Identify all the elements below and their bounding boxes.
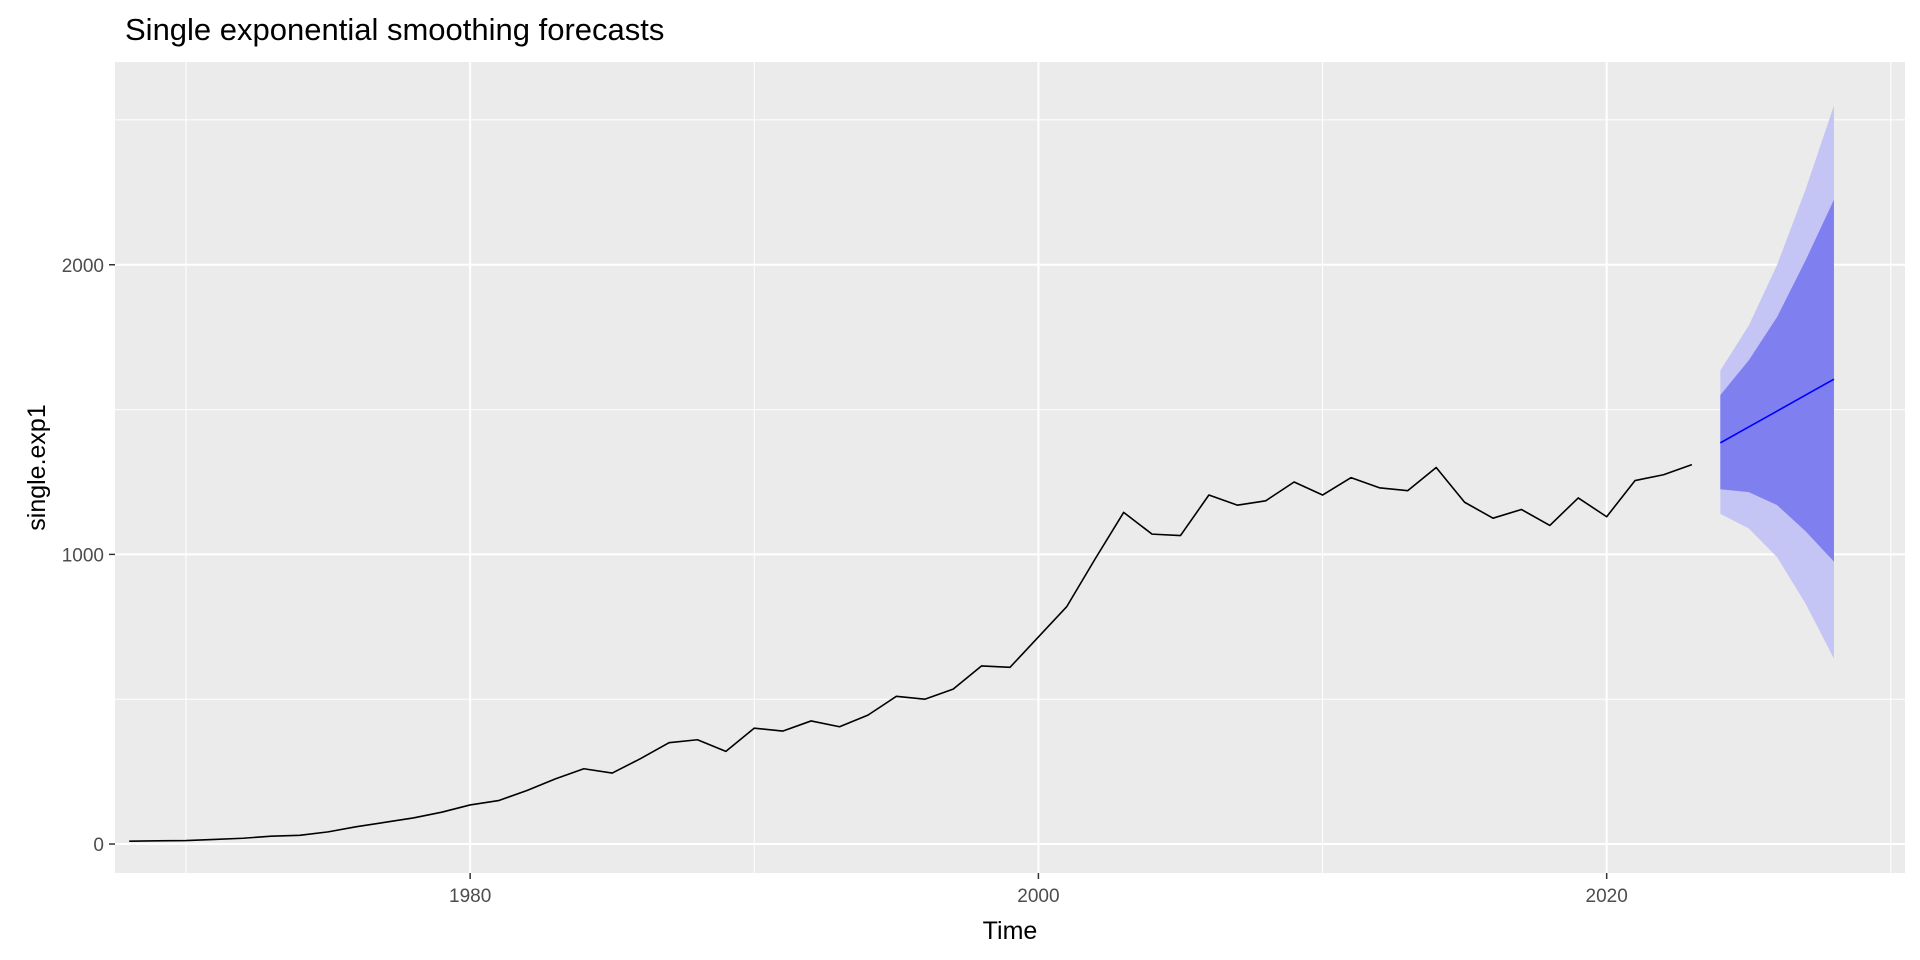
y-tick-label: 2000 bbox=[62, 256, 104, 277]
series-lines bbox=[129, 378, 1835, 842]
x-tick-label: 2020 bbox=[1586, 886, 1628, 907]
x-tick-label: 2000 bbox=[1017, 886, 1059, 907]
chart-title: Single exponential smoothing forecasts bbox=[125, 12, 664, 47]
x-axis-title: Time bbox=[983, 917, 1038, 945]
prediction-intervals bbox=[1720, 105, 1834, 659]
y-axis-title: single.exp1 bbox=[23, 404, 51, 530]
plot-panel bbox=[115, 62, 1905, 873]
forecast-mean-line bbox=[1719, 378, 1835, 444]
observed-series-line bbox=[129, 463, 1693, 842]
y-tick-label: 0 bbox=[93, 835, 104, 856]
grid-major bbox=[115, 62, 1905, 873]
x-tick-label: 1980 bbox=[449, 886, 491, 907]
y-tick-label: 1000 bbox=[62, 545, 104, 566]
band-80 bbox=[1720, 199, 1834, 562]
axes: 1980 2000 2020 0 1000 2000 bbox=[62, 256, 1628, 907]
